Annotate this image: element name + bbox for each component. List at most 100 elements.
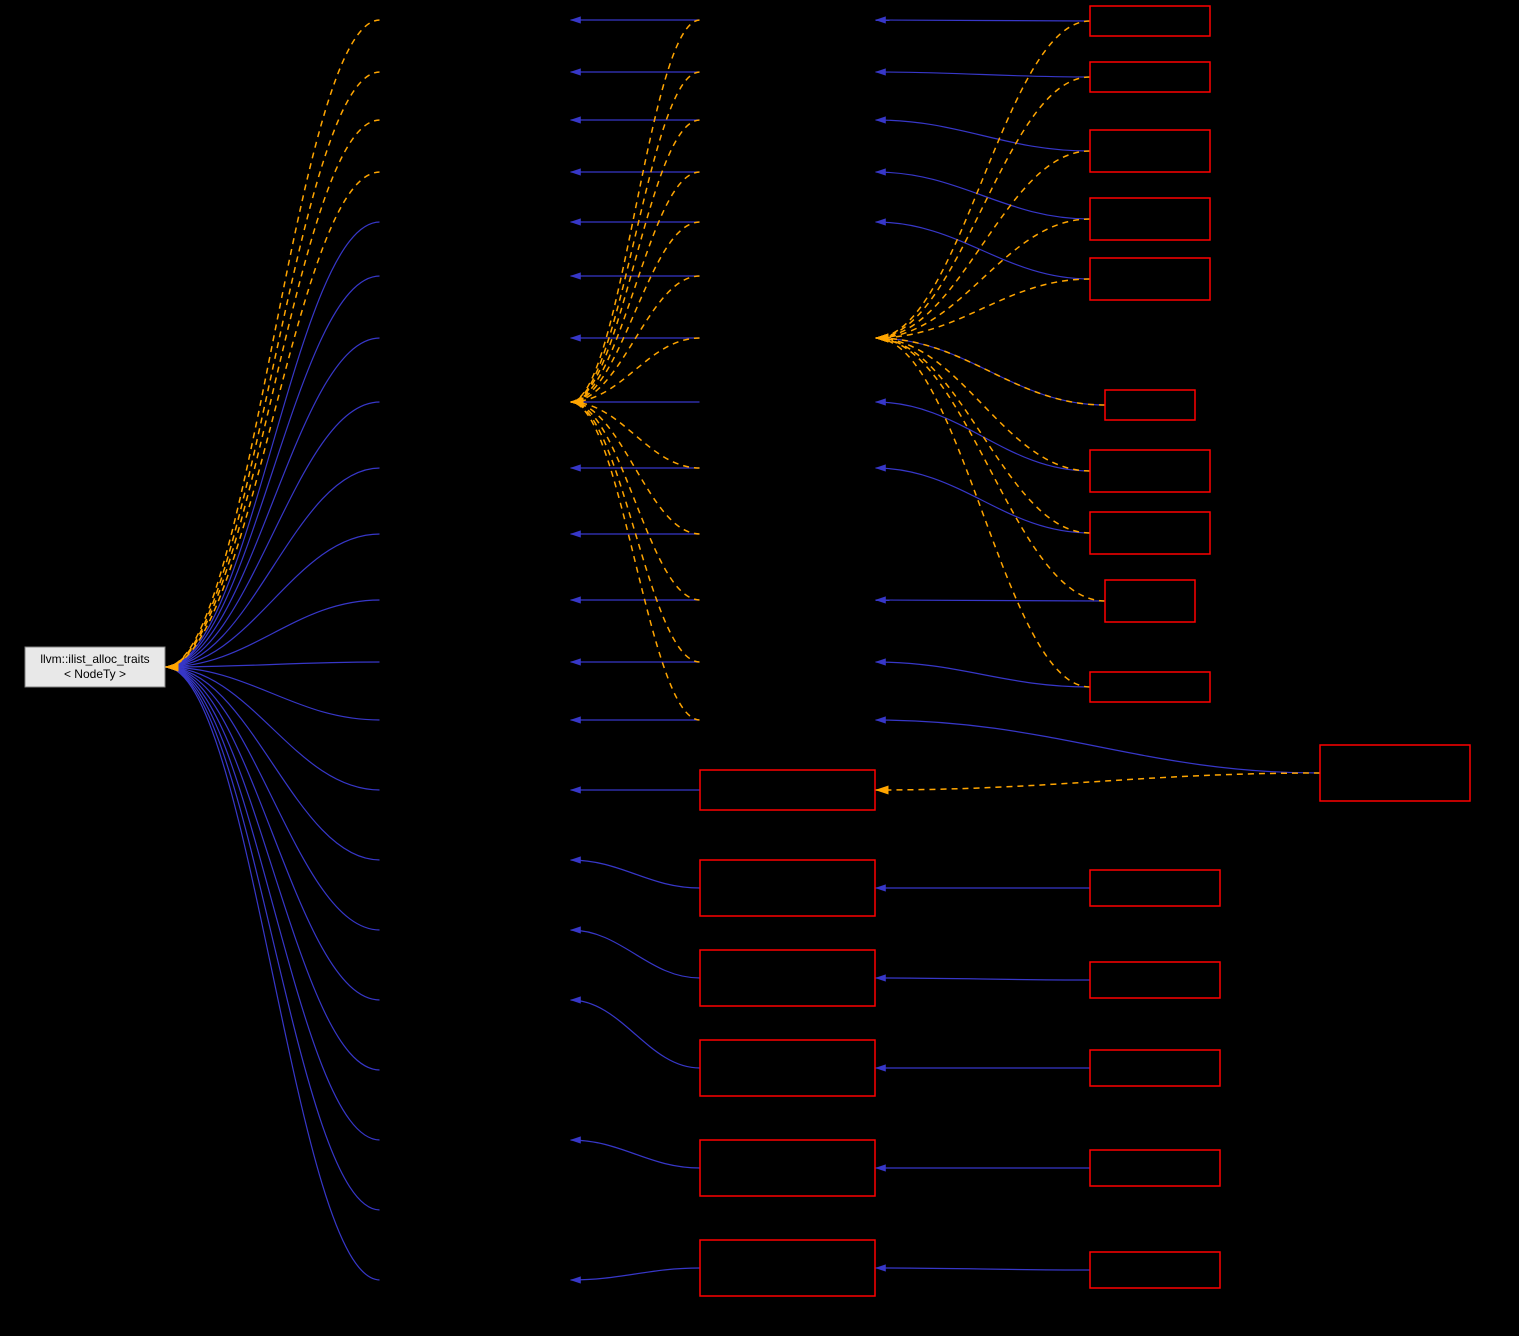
solid-edge-d1-c1	[875, 72, 1090, 77]
node-b9	[380, 516, 570, 552]
node-b5	[380, 258, 570, 294]
solid-edge-b13-root	[165, 667, 380, 790]
node-b18	[380, 1120, 570, 1160]
dashed-edge-c6-b7	[570, 338, 700, 402]
node-c5	[700, 258, 875, 294]
dashed-edge-d3-c6	[875, 219, 1090, 338]
node-root: llvm::ilist_alloc_traits< NodeTy >	[25, 647, 165, 687]
node-c12	[700, 700, 875, 740]
solid-edge-d0-c0	[875, 20, 1090, 21]
solid-edge-c17-b20	[570, 1268, 700, 1280]
dashed-edge-b1-root	[165, 72, 380, 667]
node-b11	[380, 648, 570, 676]
node-c16	[700, 1140, 875, 1196]
solid-edge-b7-root	[165, 402, 380, 667]
solid-edge-c14-b15	[570, 930, 700, 978]
dashed-edge-c3-b7	[570, 172, 700, 402]
solid-edge-c16-b18	[570, 1140, 700, 1168]
node-d6	[1090, 450, 1210, 492]
node-b16	[380, 980, 570, 1020]
dashed-edge-c11-b7	[570, 402, 700, 662]
solid-edge-b20-root	[165, 667, 380, 1280]
dashed-edge-d1-c6	[875, 77, 1090, 338]
node-b1	[380, 58, 570, 86]
dashed-edge-b2-root	[165, 120, 380, 667]
node-c13	[700, 860, 875, 916]
node-d3	[1090, 198, 1210, 240]
dashed-edge-d4-c6	[875, 279, 1090, 338]
dashed-edge-d9-c6	[875, 338, 1090, 687]
node-d2	[1090, 130, 1210, 172]
node-b0	[380, 6, 570, 34]
dashed-edge-b0-root	[165, 20, 380, 667]
solid-edge-d9-c11	[875, 662, 1090, 687]
dashed-edge-c2-b7	[570, 120, 700, 402]
solid-edge-b5-root	[165, 276, 380, 667]
node-d14	[1090, 1252, 1220, 1288]
node-e0	[1320, 745, 1470, 801]
node-c7	[700, 384, 875, 420]
node-c4	[700, 208, 875, 236]
node-d4	[1090, 258, 1210, 300]
node-c11	[700, 648, 875, 676]
solid-edge-d14-c17	[875, 1268, 1090, 1270]
solid-edge-c13-b14	[570, 860, 700, 888]
dashed-edge-b3-root	[165, 172, 380, 667]
node-c9	[700, 516, 875, 552]
solid-edge-b18-root	[165, 667, 380, 1140]
node-c8	[700, 450, 875, 486]
node-b12	[380, 700, 570, 740]
node-c10	[700, 582, 875, 618]
node-b8	[380, 450, 570, 486]
node-d7	[1090, 512, 1210, 554]
node-b17	[380, 1050, 570, 1090]
node-b19	[380, 1190, 570, 1230]
node-c1	[700, 58, 875, 86]
node-label: < NodeTy >	[64, 667, 126, 681]
solid-edge-d2-c2	[875, 120, 1090, 151]
node-b4	[380, 208, 570, 236]
node-d5	[1105, 390, 1195, 420]
node-b3	[380, 158, 570, 186]
node-d13	[1090, 1150, 1220, 1186]
node-c14	[700, 950, 875, 1006]
node-d8	[1105, 580, 1195, 622]
solid-edge-b19-root	[165, 667, 380, 1210]
solid-edge-d8-c10	[875, 600, 1105, 601]
dashed-edge-c1-b7	[570, 72, 700, 402]
node-d1	[1090, 62, 1210, 92]
node-c17	[700, 1240, 875, 1296]
node-b2	[380, 106, 570, 134]
node-c15	[700, 1040, 875, 1096]
solid-edge-e0-c12	[875, 720, 1320, 773]
nodes-layer: llvm::ilist_alloc_traits< NodeTy >	[25, 6, 1470, 1300]
solid-edge-d4-c4	[875, 222, 1090, 279]
node-b13	[380, 770, 570, 810]
node-b10	[380, 582, 570, 618]
solid-edge-b17-root	[165, 667, 380, 1070]
node-b7	[380, 384, 570, 420]
node-d12	[1090, 1050, 1220, 1086]
solid-edge-b6-root	[165, 338, 380, 667]
solid-edge-d11-c14	[875, 978, 1090, 980]
node-b14	[380, 840, 570, 880]
dashed-edge-d0-c6	[875, 21, 1090, 338]
solid-edge-b15-root	[165, 667, 380, 930]
dashed-edge-e0-c12r	[875, 773, 1320, 790]
dashed-edge-c12-b7	[570, 402, 700, 720]
node-label: llvm::ilist_alloc_traits	[40, 652, 149, 666]
node-d11	[1090, 962, 1220, 998]
inheritance-graph: llvm::ilist_alloc_traits< NodeTy >	[0, 0, 1519, 1336]
node-b20	[380, 1260, 570, 1300]
node-c6	[700, 320, 875, 356]
node-d10	[1090, 870, 1220, 906]
node-b6	[380, 320, 570, 356]
node-c3	[700, 158, 875, 186]
node-d0	[1090, 6, 1210, 36]
dashed-edge-c4-b7	[570, 222, 700, 402]
solid-edge-b11-root	[165, 662, 380, 667]
node-c0	[700, 6, 875, 34]
dashed-edge-d6-c6	[875, 338, 1090, 471]
solid-edge-c15-b16	[570, 1000, 700, 1068]
node-c12r	[700, 770, 875, 810]
